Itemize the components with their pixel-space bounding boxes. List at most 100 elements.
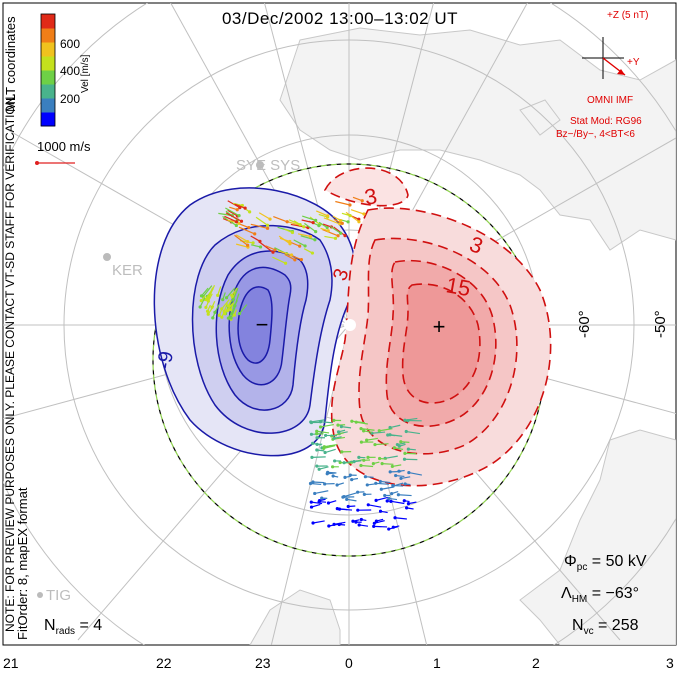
velocity-vector (221, 299, 230, 310)
velocity-vector (315, 210, 328, 217)
velocity-vector (345, 211, 360, 223)
velocity-vector-origin (378, 509, 383, 513)
velocity-vector-origin (243, 206, 247, 210)
scale-vector-label: 1000 m/s (37, 139, 91, 154)
velocity-vector-origin (365, 438, 369, 442)
latitude-label: -50° (652, 310, 669, 338)
imf-stat-mod: Stat Mod: RG96 (570, 116, 642, 127)
velocity-vector (199, 297, 206, 308)
velocity-vector-origin (359, 440, 364, 444)
velocity-vector-origin (234, 223, 238, 228)
velocity-vector-origin (371, 462, 375, 466)
velocity-vector-origin (390, 464, 394, 469)
velocity-vector-origin (318, 420, 323, 424)
velocity-vector-origin (251, 241, 255, 245)
velocity-vector (208, 285, 216, 299)
velocity-vector (380, 480, 391, 484)
velocity-vector-origin (235, 208, 239, 212)
mlt-tick: 1 (433, 655, 441, 671)
colorbar-segment (41, 42, 55, 57)
velocity-vector-origin (390, 492, 394, 496)
velocity-vector-origin (322, 445, 326, 449)
colorbar-segment (41, 14, 55, 29)
velocity-vector-origin (357, 523, 361, 527)
velocity-vector-origin (311, 480, 315, 484)
colorbar-tick: 400 (60, 64, 81, 78)
velocity-vector (360, 428, 375, 431)
imf-z-label: +Z (5 nT) (607, 10, 649, 21)
velocity-vector-origin (363, 475, 368, 479)
fit-info: FitOrder: 8, mapEX format (15, 487, 30, 640)
velocity-vector-origin (356, 508, 360, 512)
velocity-vector-origin (283, 261, 288, 265)
velocity-vector-origin (403, 418, 407, 422)
velocity-vector (408, 471, 422, 476)
velocity-vector-origin (317, 500, 321, 504)
velocity-vector-origin (298, 244, 302, 248)
velocity-vector (373, 525, 388, 528)
velocity-vector-origin (335, 506, 339, 511)
velocity-vector-origin (340, 221, 344, 225)
stat-phi-pc: Φpc = 50 kV (564, 553, 647, 574)
velocity-vector (320, 423, 334, 428)
velocity-vector-origin (404, 429, 408, 434)
velocity-vector-origin (357, 220, 361, 224)
colorbar-tick: 200 (60, 92, 81, 106)
stat-nvc: Nvc = 258 (572, 617, 639, 638)
imf-y-label: +Y (627, 57, 640, 68)
velocity-vector (324, 443, 338, 448)
velocity-vector-origin (392, 446, 396, 450)
velocity-vector (398, 494, 412, 497)
contour-label: -9 (153, 350, 178, 371)
velocity-vector (225, 212, 242, 222)
velocity-vector (250, 223, 268, 229)
imf-source: OMNI IMF (587, 95, 634, 106)
velocity-vector-origin (366, 455, 370, 460)
velocity-vector-origin (396, 493, 400, 497)
velocity-vector-origin (356, 490, 360, 494)
velocity-vector (287, 221, 300, 226)
velocity-vector (226, 287, 236, 299)
velocity-vector-origin (317, 224, 321, 228)
velocity-vector-origin (374, 498, 378, 502)
velocity-vector-origin (354, 520, 358, 524)
velocity-vector (371, 431, 386, 434)
velocity-vector-origin (221, 298, 225, 302)
velocity-vector-origin (387, 527, 391, 531)
velocity-vector-origin (210, 305, 214, 309)
velocity-vector-origin (311, 521, 315, 525)
velocity-vector-origin (383, 493, 387, 498)
velocity-vector-origin (388, 425, 392, 430)
velocity-vector (312, 481, 325, 484)
colorbar-segment (41, 28, 55, 43)
velocity-vector-origin (222, 309, 226, 314)
latitude-label: -60° (576, 310, 593, 338)
velocity-vector (202, 285, 213, 297)
colorbar-label: Vel [m/s] (80, 54, 91, 93)
velocity-vector (225, 207, 240, 217)
velocity-vector (390, 500, 405, 505)
velocity-vector-origin (404, 506, 409, 510)
velocity-vector (273, 215, 288, 223)
velocity-vector-origin (345, 497, 349, 501)
colorbar-segment (41, 84, 55, 99)
velocity-vector-origin (331, 474, 335, 478)
velocity-vector-origin (378, 456, 382, 461)
velocity-vector-origin (326, 229, 330, 233)
velocity-vector-origin (391, 483, 395, 488)
velocity-vector (320, 421, 333, 424)
velocity-vector-origin (389, 499, 393, 503)
contour-label: 15 (444, 272, 472, 301)
velocity-vector-origin (372, 524, 376, 529)
velocity-vector-origin (217, 313, 221, 318)
imf-condition: Bz−/By−, 4<BT<6 (556, 129, 635, 140)
velocity-vector-origin (258, 239, 262, 243)
velocity-vector (324, 235, 336, 239)
velocity-vector-origin (338, 460, 342, 465)
velocity-vector (304, 222, 317, 233)
velocity-vector-origin (320, 496, 324, 500)
mlt-tick: 0 (345, 655, 353, 671)
velocity-vector-origin (245, 239, 250, 244)
velocity-vector (311, 501, 323, 505)
